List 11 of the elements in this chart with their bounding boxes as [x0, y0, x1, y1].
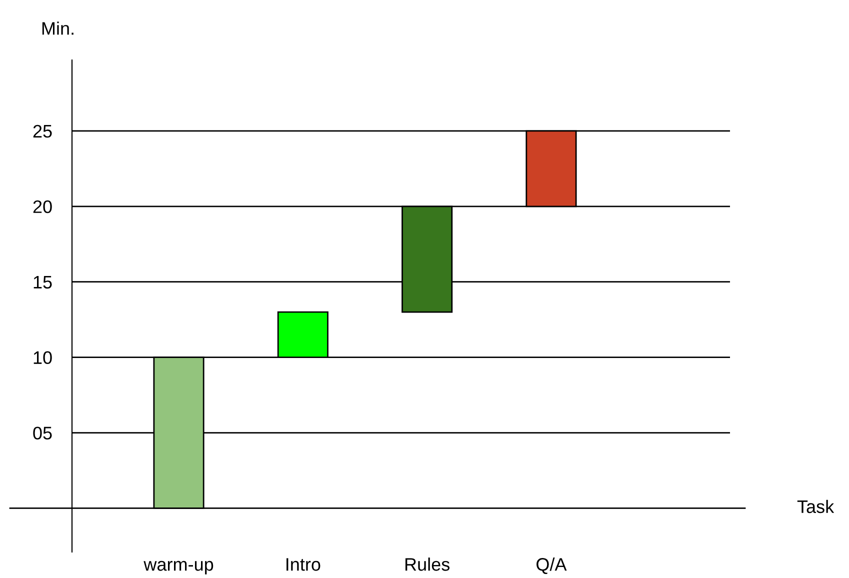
text: Task — [797, 500, 834, 514]
y-tick-label: 20 — [33, 200, 52, 214]
x-tick-label: Q/A — [536, 558, 567, 574]
y-axis-title: Min. — [42, 22, 74, 35]
y-tick-label: 25 — [33, 124, 52, 138]
x-tick-label: warm-up — [144, 560, 214, 574]
x-tick-label: Rules — [405, 558, 450, 571]
y-tick-label: 05 — [33, 426, 52, 440]
y-tick-label: 15 — [34, 276, 52, 289]
x-tick-label: Intro — [286, 558, 320, 571]
y-tick-label: 10 — [34, 351, 52, 364]
